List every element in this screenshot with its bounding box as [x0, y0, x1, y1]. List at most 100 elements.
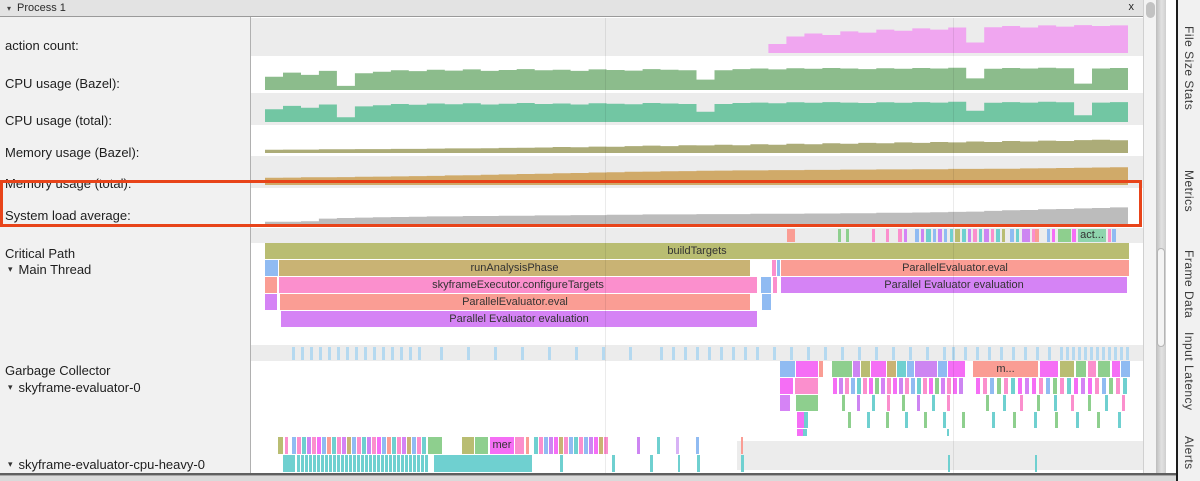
trace-slice[interactable] — [732, 347, 735, 360]
trace-slice[interactable] — [612, 455, 615, 472]
trace-slice[interactable] — [926, 229, 931, 242]
trace-slice[interactable] — [905, 378, 909, 394]
trace-slice[interactable] — [1108, 347, 1111, 360]
trace-slice[interactable] — [1078, 347, 1081, 360]
trace-slice[interactable] — [996, 229, 1000, 242]
trace-slice[interactable] — [898, 229, 902, 242]
trace-slice[interactable] — [857, 395, 860, 411]
trace-slice[interactable] — [962, 229, 966, 242]
trace-slice[interactable] — [964, 347, 967, 360]
trace-slice[interactable] — [333, 455, 336, 472]
track-label-mem-total[interactable]: Memory usage (total): — [5, 176, 132, 191]
trace-slice[interactable] — [1060, 361, 1074, 377]
trace-slice[interactable] — [833, 378, 837, 394]
trace-slice[interactable] — [574, 437, 578, 454]
trace-slice[interactable] — [807, 347, 810, 360]
trace-slice[interactable] — [382, 437, 386, 454]
trace-slice[interactable] — [777, 260, 780, 276]
trace-slice[interactable] — [838, 229, 841, 242]
trace-slice[interactable] — [696, 437, 699, 454]
trace-slice[interactable] — [357, 437, 361, 454]
trace-slice[interactable] — [990, 378, 994, 394]
trace-slice[interactable] — [1076, 412, 1079, 428]
trace-slice[interactable] — [839, 378, 843, 394]
collapse-arrow-icon[interactable]: ▾ — [8, 264, 13, 274]
trace-slice[interactable] — [948, 361, 965, 377]
trace-slice[interactable] — [397, 437, 401, 454]
trace-slice[interactable] — [332, 437, 336, 454]
trace-slice[interactable] — [1102, 347, 1105, 360]
trace-slice[interactable] — [1010, 229, 1014, 242]
trace-slice[interactable] — [1003, 395, 1006, 411]
vertical-scrollbar-thumb-outer[interactable] — [1157, 248, 1165, 347]
trace-slice[interactable] — [744, 347, 747, 360]
trace-slice[interactable] — [861, 361, 870, 377]
trace-slice[interactable] — [1048, 347, 1051, 360]
trace-slice[interactable] — [1095, 378, 1099, 394]
trace-slice[interactable] — [819, 361, 823, 377]
trace-slice[interactable] — [780, 378, 793, 394]
trace-slice[interactable] — [1066, 347, 1069, 360]
trace-slice[interactable] — [337, 347, 340, 360]
trace-slice[interactable] — [417, 455, 420, 472]
trace-slice[interactable] — [915, 361, 937, 377]
trace-slice[interactable] — [389, 455, 392, 472]
track-label-main-thread[interactable]: ▾ Main Thread — [8, 262, 91, 277]
track-label-action-count[interactable]: action count: — [5, 38, 79, 53]
trace-slice[interactable] — [1032, 378, 1036, 394]
trace-slice[interactable] — [604, 437, 608, 454]
trace-slice[interactable] — [796, 395, 818, 411]
trace-slice[interactable] — [1122, 395, 1125, 411]
trace-slice[interactable] — [947, 378, 951, 394]
trace-slice[interactable] — [787, 229, 795, 242]
trace-slice[interactable] — [915, 229, 919, 242]
trace-slice[interactable] — [515, 437, 524, 454]
trace-slice[interactable] — [307, 437, 311, 454]
trace-slice[interactable] — [869, 378, 873, 394]
trace-slice[interactable] — [917, 395, 920, 411]
trace-slice[interactable] — [428, 437, 442, 454]
trace-slice[interactable] — [761, 277, 771, 293]
trace-slice[interactable] — [841, 347, 844, 360]
trace-slice[interactable] — [897, 361, 906, 377]
trace-slice[interactable] — [301, 455, 304, 472]
counter-chart-mem-bazel[interactable] — [265, 128, 1128, 153]
trace-slice[interactable] — [422, 437, 426, 454]
trace-slice[interactable] — [377, 455, 380, 472]
trace-slice[interactable] — [283, 455, 295, 472]
trace-slice-labeled[interactable]: act... — [1078, 229, 1106, 242]
tab-alerts[interactable]: Alerts — [1182, 436, 1196, 470]
trace-slice-labeled[interactable]: Parallel Evaluator evaluation — [781, 277, 1127, 293]
trace-slice[interactable] — [1011, 378, 1015, 394]
trace-slice[interactable] — [265, 294, 277, 310]
trace-slice[interactable] — [952, 347, 955, 360]
trace-slice[interactable] — [948, 455, 950, 472]
trace-slice[interactable] — [329, 455, 332, 472]
trace-slice[interactable] — [434, 455, 532, 472]
trace-slice[interactable] — [285, 437, 288, 454]
trace-slice[interactable] — [325, 455, 328, 472]
collapse-arrow-icon[interactable]: ▾ — [8, 459, 13, 469]
trace-slice[interactable] — [943, 347, 946, 360]
trace-slice[interactable] — [548, 347, 551, 360]
trace-slice[interactable] — [1040, 361, 1058, 377]
trace-slice[interactable] — [955, 229, 960, 242]
trace-slice[interactable] — [301, 347, 304, 360]
vertical-scrollbar-thumb[interactable] — [1146, 2, 1155, 18]
trace-slice[interactable] — [364, 347, 367, 360]
trace-slice[interactable] — [310, 347, 313, 360]
trace-slice[interactable] — [1034, 412, 1037, 428]
horizontal-scrollbar[interactable] — [0, 475, 1200, 481]
trace-slice[interactable] — [1097, 412, 1100, 428]
track-label-critical-path[interactable]: Critical Path — [5, 246, 76, 261]
trace-slice[interactable] — [986, 395, 989, 411]
trace-slice[interactable] — [539, 437, 543, 454]
trace-slice[interactable] — [475, 437, 488, 454]
trace-slice[interactable] — [697, 455, 700, 472]
trace-slice[interactable] — [367, 437, 371, 454]
trace-slice[interactable] — [845, 378, 849, 394]
trace-slice[interactable] — [929, 378, 933, 394]
trace-slice[interactable] — [467, 347, 470, 360]
trace-slice[interactable] — [941, 378, 945, 394]
trace-slice[interactable] — [302, 437, 306, 454]
